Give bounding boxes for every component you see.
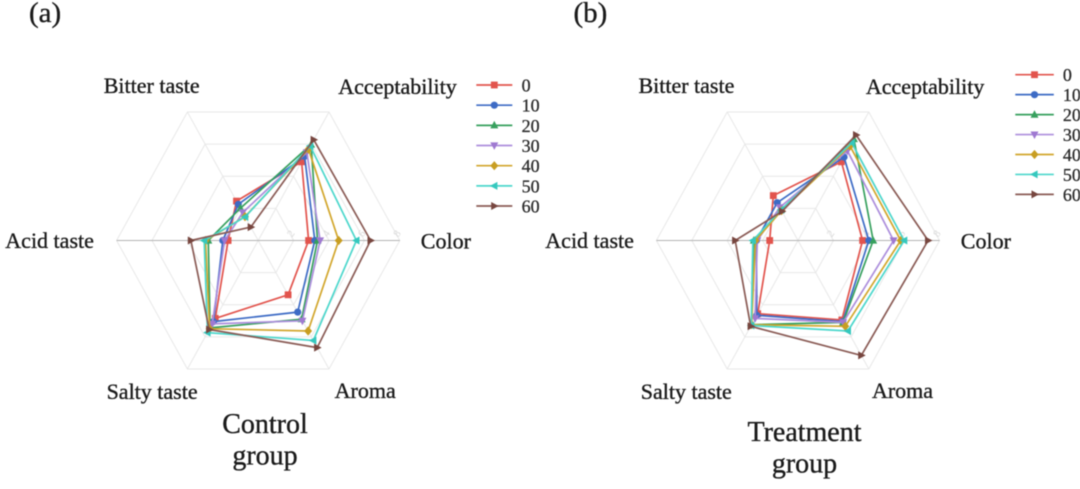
svg-text:Color: Color bbox=[421, 229, 472, 254]
svg-text:10: 10 bbox=[1063, 85, 1080, 105]
svg-text:Acceptability: Acceptability bbox=[338, 74, 457, 99]
svg-text:Color: Color bbox=[961, 229, 1012, 254]
svg-text:40: 40 bbox=[1063, 145, 1080, 165]
svg-text:2: 2 bbox=[825, 229, 837, 240]
svg-text:Acid taste: Acid taste bbox=[545, 228, 634, 253]
svg-text:8: 8 bbox=[392, 229, 404, 240]
svg-text:(a): (a) bbox=[29, 0, 61, 29]
svg-text:2: 2 bbox=[286, 229, 298, 240]
svg-text:Treatment: Treatment bbox=[747, 417, 861, 448]
svg-text:Bitter taste: Bitter taste bbox=[104, 73, 200, 98]
svg-text:Aroma: Aroma bbox=[872, 378, 933, 403]
svg-text:0: 0 bbox=[1063, 65, 1072, 85]
svg-text:60: 60 bbox=[522, 197, 540, 217]
svg-text:Acceptability: Acceptability bbox=[866, 74, 985, 99]
svg-text:8: 8 bbox=[932, 229, 944, 240]
svg-text:40: 40 bbox=[522, 156, 540, 176]
svg-text:10: 10 bbox=[522, 96, 540, 116]
svg-text:0: 0 bbox=[522, 76, 531, 96]
svg-text:20: 20 bbox=[522, 116, 540, 136]
svg-text:50: 50 bbox=[522, 176, 540, 196]
svg-text:group: group bbox=[232, 441, 297, 472]
svg-text:Control: Control bbox=[222, 409, 308, 440]
svg-text:Aroma: Aroma bbox=[335, 378, 396, 403]
svg-text:6: 6 bbox=[356, 229, 368, 240]
svg-text:(b): (b) bbox=[574, 0, 608, 29]
svg-text:4: 4 bbox=[321, 228, 333, 239]
svg-text:Acid taste: Acid taste bbox=[5, 228, 94, 253]
svg-text:60: 60 bbox=[1063, 185, 1080, 205]
svg-text:group: group bbox=[772, 449, 837, 480]
svg-text:6: 6 bbox=[896, 229, 908, 240]
svg-text:30: 30 bbox=[1063, 125, 1080, 145]
svg-text:20: 20 bbox=[1063, 105, 1080, 125]
svg-text:Salty taste: Salty taste bbox=[641, 379, 732, 404]
svg-text:50: 50 bbox=[1063, 165, 1080, 185]
svg-text:Salty taste: Salty taste bbox=[107, 379, 198, 404]
svg-text:Bitter taste: Bitter taste bbox=[638, 73, 734, 98]
svg-text:30: 30 bbox=[522, 136, 540, 156]
